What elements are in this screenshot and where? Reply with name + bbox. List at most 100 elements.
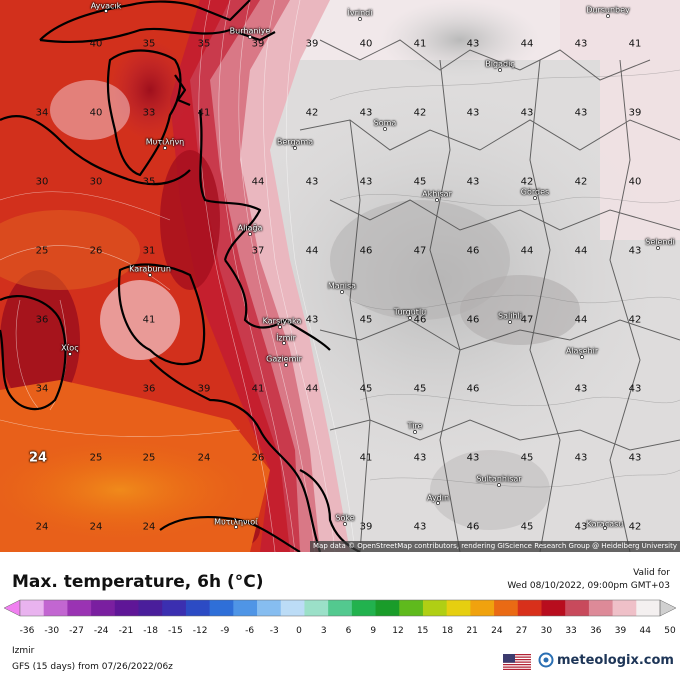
city-label: Söke (335, 513, 355, 523)
grid-value: 41 (251, 383, 265, 395)
legend-color-swatch (43, 600, 68, 616)
legend-tick-label: 24 (491, 626, 503, 636)
legend-color-swatch (588, 600, 614, 616)
grid-value: 46 (413, 314, 427, 326)
brand-name: meteologix.com (557, 652, 674, 668)
grid-value: 43 (574, 38, 588, 50)
legend-arrow-right (659, 599, 677, 617)
legend-tick-label: -36 (19, 626, 35, 636)
city-label: İvrindi (347, 8, 373, 18)
legend-color-swatch (351, 600, 377, 616)
city-label: Χίος (61, 343, 79, 353)
legend-tick-label: 50 (664, 626, 676, 636)
city-label: Selendi (645, 237, 675, 247)
grid-value: 36 (35, 314, 49, 326)
city-label: Alaşehir (565, 346, 599, 356)
legend-color-swatch (280, 600, 305, 616)
grid-value: 43 (359, 107, 373, 119)
legend-tick-label: 21 (466, 626, 478, 636)
grid-value: 36 (142, 383, 156, 395)
city-label: Akhisar (422, 189, 452, 199)
grid-value: 43 (574, 383, 588, 395)
grid-value: 43 (305, 176, 319, 188)
legend-color-swatch (185, 600, 211, 616)
legend-tick-label: -9 (220, 626, 230, 636)
city-label: Μυτιλήνη (145, 137, 185, 147)
legend-arrow-left (3, 599, 21, 617)
city-label: Aydın (426, 493, 450, 503)
map-attribution[interactable]: Map data © OpenStreetMap contributors, r… (310, 541, 680, 552)
grid-value: 26 (251, 452, 265, 464)
grid-value: 37 (251, 245, 265, 257)
grid-value: 47 (520, 314, 534, 326)
legend-tick-label: 9 (370, 626, 377, 636)
city-label: Gaziemir (266, 354, 302, 364)
grid-value: 45 (359, 383, 373, 395)
grid-value: 43 (466, 452, 480, 464)
grid-value: 43 (574, 521, 588, 533)
legend-tick-label: 15 (416, 626, 429, 636)
grid-value: 34 (35, 107, 49, 119)
grid-value: 42 (628, 314, 642, 326)
city-label: Karaburun (129, 264, 171, 274)
legend-color-swatch (422, 600, 448, 616)
grid-value: 43 (305, 314, 319, 326)
grid-value: 45 (413, 383, 427, 395)
legend-color-swatch (541, 600, 566, 616)
grid-value: 46 (466, 314, 480, 326)
grid-value: 43 (520, 107, 534, 119)
grid-value: 44 (305, 383, 319, 395)
grid-value: 25 (35, 245, 49, 257)
grid-value: 41 (197, 107, 211, 119)
legend-tick-label: -15 (168, 626, 183, 636)
grid-value: 43 (359, 176, 373, 188)
grid-value: 41 (628, 38, 642, 50)
grid-value: 34 (35, 383, 49, 395)
legend-color-swatch (20, 600, 45, 616)
grid-value: 46 (466, 245, 480, 257)
legend-tick-label: -3 (269, 626, 279, 636)
grid-value: 46 (359, 245, 373, 257)
grid-value: 39 (197, 383, 211, 395)
city-label: Μυτιληνιοί (214, 517, 258, 527)
legend-color-swatch (67, 600, 92, 616)
grid-value: 45 (520, 452, 534, 464)
legend-tick-label: -24 (93, 626, 109, 636)
city-label: Turgutlu (393, 307, 427, 317)
grid-value: 46 (466, 383, 480, 395)
grid-value: 45 (413, 176, 427, 188)
legend-color-swatch (636, 600, 661, 616)
grid-value: 30 (35, 176, 49, 188)
meteologix-logo-icon (538, 652, 554, 668)
grid-value: 44 (520, 245, 534, 257)
grid-value: 41 (142, 314, 156, 326)
temperature-map[interactable]: Ayvacık İvrindi Burhaniye Bigadiç Dursunbey S… (0, 0, 680, 552)
legend-color-swatch (446, 600, 471, 616)
grid-value: 43 (466, 176, 480, 188)
legend-tick-label: 33 (565, 626, 577, 636)
grid-value: 25 (142, 452, 156, 464)
grid-value: 24 (89, 521, 103, 533)
legend-color-swatch (375, 600, 400, 616)
grid-value: 44 (305, 245, 319, 257)
grid-value: 43 (413, 521, 427, 533)
grid-value: 47 (413, 245, 427, 257)
map-canvas (0, 0, 680, 552)
grid-value: 42 (520, 176, 534, 188)
valid-time-block: Valid for Wed 08/10/2022, 09:00pm GMT+03 (507, 567, 670, 593)
us-flag-icon[interactable] (503, 654, 531, 670)
color-legend (3, 599, 677, 617)
grid-value: 39 (359, 521, 373, 533)
city-label: Ayvacık (90, 1, 122, 11)
legend-tick-label: 39 (614, 626, 627, 636)
legend-color-swatch (138, 600, 163, 616)
chart-title: Max. temperature, 6h (°C) (12, 572, 264, 592)
city-label: Burhaniye (229, 26, 271, 36)
grid-value: 42 (413, 107, 427, 119)
legend-tick-label: 36 (590, 626, 602, 636)
legend-color-swatch (517, 600, 542, 616)
brand-logo[interactable]: meteologix.com (538, 652, 674, 668)
grid-value: 41 (413, 38, 427, 50)
region-name: Izmir (12, 646, 35, 656)
legend-tick-label: -21 (118, 626, 134, 636)
